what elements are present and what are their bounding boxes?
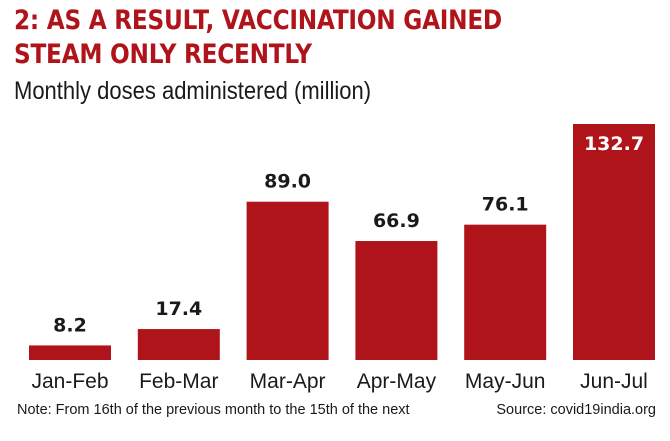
category-label-feb-mar: Feb-Mar — [139, 370, 218, 393]
bar-mar-apr — [246, 201, 329, 360]
value-label-mar-apr: 89.0 — [264, 171, 311, 193]
bar-jun-jul — [573, 124, 655, 360]
category-label-apr-may: Apr-May — [357, 370, 437, 393]
bar-may-jun — [464, 224, 547, 360]
category-label-jun-jul: Jun-Jul — [580, 370, 648, 393]
value-label-feb-mar: 17.4 — [155, 298, 202, 320]
chart-subtitle: Monthly doses administered (million) — [14, 77, 372, 105]
category-label-may-jun: May-Jun — [465, 370, 546, 393]
value-label-jun-jul: 132.7 — [584, 133, 644, 155]
chart-source: Source: covid19india.org — [496, 402, 656, 418]
bar-jan-feb — [29, 345, 111, 360]
bar-feb-mar — [137, 329, 220, 360]
bar-apr-may — [355, 241, 438, 360]
category-label-jan-feb: Jan-Feb — [31, 370, 108, 393]
category-label-mar-apr: Mar-Apr — [250, 370, 326, 393]
chart-note: Note: From 16th of the previous month to… — [17, 402, 410, 418]
chart-title-line-2: STEAM ONLY RECENTLY — [14, 39, 312, 70]
chart-title: 2: AS A RESULT, VACCINATION GAINED STEAM… — [14, 4, 564, 72]
value-label-may-jun: 76.1 — [482, 194, 529, 216]
chart-title-line-1: 2: AS A RESULT, VACCINATION GAINED — [14, 5, 502, 36]
value-label-apr-may: 66.9 — [373, 210, 420, 232]
value-label-jan-feb: 8.2 — [53, 314, 87, 336]
